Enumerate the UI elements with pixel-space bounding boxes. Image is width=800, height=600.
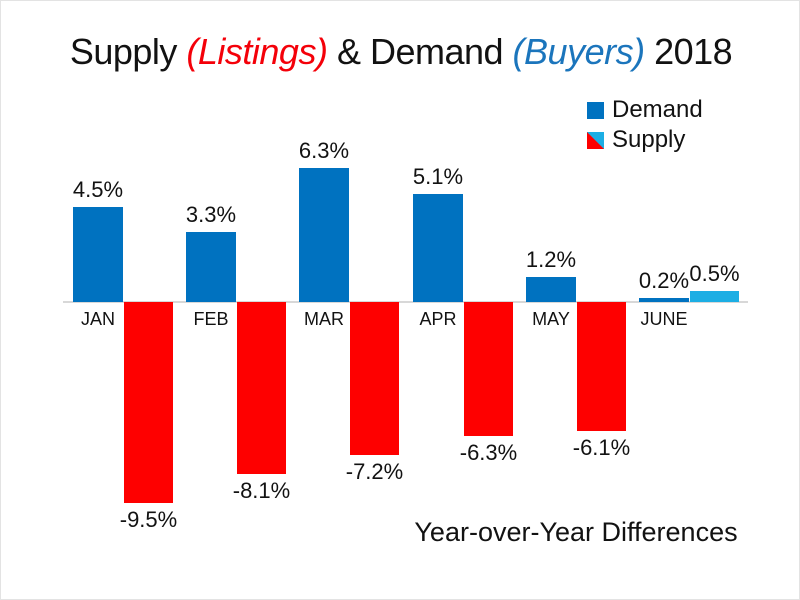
chart-legend: Demand Supply <box>587 95 703 155</box>
demand-value-label: 6.3% <box>298 138 350 163</box>
supply-value-label: -6.3% <box>459 440 518 465</box>
demand-value-label: 0.2% <box>638 268 690 293</box>
demand-bar <box>186 232 236 302</box>
title-demand-text: & Demand <box>327 31 513 72</box>
demand-swatch-icon <box>587 101 604 119</box>
supply-bar <box>577 302 626 431</box>
demand-bar <box>639 298 689 302</box>
demand-value-label: 3.3% <box>185 202 237 227</box>
month-label: APR <box>419 309 457 329</box>
title-buyers-text: (Buyers) <box>512 31 646 72</box>
month-label: FEB <box>193 309 229 329</box>
zero-axis-line <box>63 301 748 303</box>
legend-row-demand: Demand <box>587 95 703 125</box>
month-label: MAY <box>532 309 570 329</box>
supply-swatch-icon <box>587 131 604 149</box>
demand-value-label: 5.1% <box>412 164 464 189</box>
title-listings-text: (Listings) <box>186 31 328 72</box>
supply-bar <box>690 291 739 302</box>
supply-value-label: -7.2% <box>345 459 404 484</box>
title-year-text: 2018 <box>644 31 733 72</box>
legend-supply-label: Supply <box>612 126 686 153</box>
supply-value-label: -6.1% <box>572 435 631 460</box>
chart-caption: Year-over-Year Differences <box>414 517 738 547</box>
demand-value-label: 4.5% <box>72 177 124 202</box>
supply-bar <box>124 302 173 503</box>
demand-bar <box>73 207 123 302</box>
demand-bar <box>526 277 576 302</box>
legend-demand-label: Demand <box>612 96 703 123</box>
legend-row-supply: Supply <box>587 125 703 155</box>
demand-bar <box>413 194 463 302</box>
demand-value-label: 1.2% <box>525 247 577 272</box>
supply-value-label: -9.5% <box>119 507 178 532</box>
supply-value-label: 0.5% <box>689 261 740 286</box>
demand-bar <box>299 168 349 302</box>
month-label: JUNE <box>640 309 688 329</box>
supply-bar <box>237 302 286 474</box>
page-title: Supply (Listings) & Demand (Buyers) 2018 <box>1 29 799 75</box>
month-label: JAN <box>80 309 115 329</box>
supply-value-label: -8.1% <box>232 478 291 503</box>
supply-bar <box>464 302 513 436</box>
supply-bar <box>350 302 399 455</box>
title-supply-text: Supply <box>69 31 187 72</box>
month-label: MAR <box>304 309 344 329</box>
